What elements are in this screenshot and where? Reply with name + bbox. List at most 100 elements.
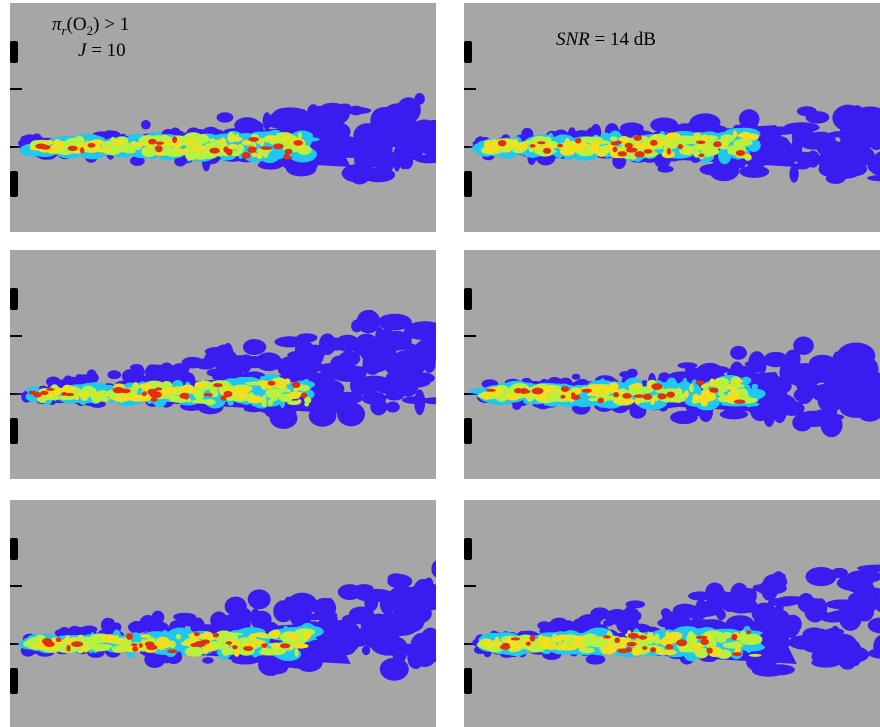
plume-intensity	[678, 144, 683, 149]
plume-region	[416, 339, 444, 354]
plume-region	[839, 605, 862, 631]
plume-region	[423, 355, 436, 373]
plume-region	[338, 584, 362, 600]
plume-region	[139, 615, 156, 631]
plume-region	[720, 409, 748, 419]
label-var: SNR	[556, 29, 590, 50]
plume-region	[573, 618, 591, 628]
edge-marker	[10, 538, 18, 560]
plume-intensity	[75, 396, 79, 400]
plume-intensity	[293, 388, 298, 392]
edge-marker	[10, 171, 18, 197]
plume-region	[399, 618, 418, 632]
plume-intensity	[676, 639, 687, 646]
plume-intensity	[709, 379, 715, 387]
plume-intensity	[526, 642, 531, 646]
plume-intensity	[284, 154, 291, 159]
plume-region	[195, 358, 216, 369]
plume-region	[395, 600, 428, 612]
plume-intensity	[696, 636, 708, 640]
plume-intensity	[509, 643, 522, 651]
plume-region	[374, 149, 394, 174]
edge-marker	[464, 668, 472, 694]
plume-intensity	[224, 386, 230, 391]
plume-intensity	[249, 634, 256, 641]
plume-region	[269, 112, 288, 124]
plume-intensity	[526, 646, 531, 650]
plume-intensity	[293, 643, 309, 648]
plume-intensity	[172, 136, 177, 143]
plume-intensity	[142, 146, 156, 158]
plume-intensity	[213, 383, 223, 387]
plume-intensity	[248, 137, 259, 142]
plume-intensity	[684, 390, 689, 398]
plume-intensity	[280, 643, 290, 648]
plume-intensity	[289, 393, 301, 400]
plume-intensity	[625, 143, 633, 148]
plume-region	[210, 611, 227, 629]
edge-marker	[464, 418, 472, 444]
plume-intensity	[506, 394, 519, 400]
plume-intensity	[627, 642, 637, 646]
plume-intensity	[530, 635, 536, 641]
plume-intensity	[150, 391, 162, 398]
plume-intensity	[657, 393, 666, 399]
plume-region	[779, 361, 794, 384]
plume-intensity	[511, 637, 520, 640]
plume-intensity	[706, 648, 712, 654]
plume-intensity	[297, 399, 301, 403]
plume-intensity	[303, 638, 308, 641]
plume-intensity	[635, 398, 641, 405]
plume-intensity	[695, 645, 701, 652]
plume-region	[361, 125, 371, 143]
plume-intensity	[46, 388, 55, 391]
plume-intensity	[57, 142, 65, 149]
plume-intensity	[692, 394, 700, 402]
plume-intensity	[598, 398, 604, 404]
plume-intensity	[647, 632, 654, 640]
plume-intensity	[583, 633, 597, 644]
plume-intensity	[173, 145, 180, 149]
plume-region	[243, 339, 264, 355]
plume-intensity	[614, 141, 622, 144]
plume-intensity	[82, 645, 89, 652]
plume-intensity	[265, 135, 278, 140]
plume-intensity	[557, 144, 563, 148]
plume-region	[739, 165, 769, 177]
plume-intensity	[530, 144, 536, 148]
plume-region	[792, 127, 815, 145]
plume-region	[844, 162, 867, 176]
plume-intensity	[298, 132, 302, 139]
plume-region	[572, 374, 581, 380]
plume-region	[376, 383, 398, 394]
plume-region	[273, 606, 290, 613]
plume-intensity	[560, 395, 565, 399]
plume-intensity	[155, 142, 164, 145]
plume-intensity	[56, 638, 62, 643]
plume-intensity	[633, 135, 642, 141]
plume-intensity	[689, 384, 694, 393]
plume-region	[141, 120, 151, 129]
plume-region	[390, 644, 422, 656]
plume-intensity	[195, 145, 207, 149]
plume-region	[303, 606, 312, 625]
plume-intensity	[732, 652, 742, 656]
image-panel	[10, 3, 456, 232]
plume-intensity	[87, 143, 95, 148]
plume-region	[399, 145, 408, 170]
plume-region	[819, 368, 841, 378]
plume-region	[353, 366, 385, 373]
plume-intensity	[78, 393, 93, 396]
plume-intensity	[185, 647, 204, 657]
image-panel	[10, 500, 453, 727]
plume-intensity	[44, 641, 55, 647]
plume-region	[239, 356, 252, 373]
plume-intensity	[638, 635, 647, 639]
plume-region	[202, 657, 213, 664]
plume-intensity	[131, 643, 138, 646]
plume-intensity	[261, 146, 273, 149]
plume-intensity	[184, 396, 188, 400]
plume-intensity	[304, 402, 309, 407]
plume-intensity	[124, 150, 136, 154]
